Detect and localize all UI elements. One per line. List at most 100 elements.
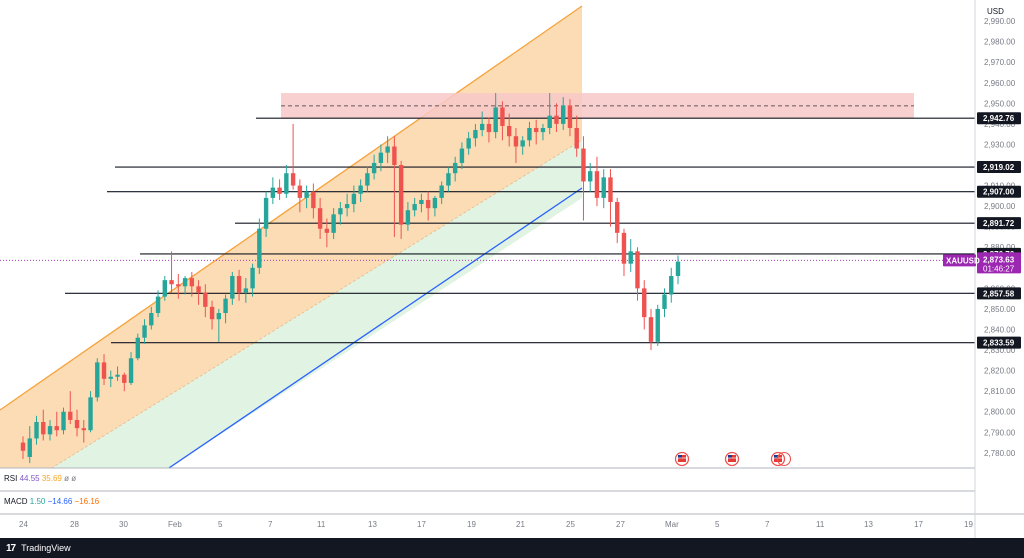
- candle-body: [88, 397, 93, 431]
- candle-body: [358, 185, 363, 194]
- time-tick-label: 5: [715, 520, 720, 529]
- candle: [648, 308, 654, 351]
- candle-body: [101, 362, 107, 379]
- us-flag-icon: [674, 451, 690, 467]
- candle-body: [452, 162, 458, 174]
- candle-body: [432, 197, 438, 209]
- brand-name[interactable]: TradingView: [21, 543, 71, 553]
- candle: [540, 123, 546, 141]
- candle-body: [621, 232, 627, 264]
- candle: [621, 228, 627, 277]
- time-tick-label: 25: [566, 520, 575, 529]
- candle: [54, 411, 59, 437]
- candle: [297, 179, 303, 213]
- candle-body: [466, 138, 471, 149]
- candle: [533, 119, 539, 145]
- candle: [500, 101, 505, 141]
- candle-body: [223, 298, 228, 314]
- tradingview-logo-icon[interactable]: 17: [6, 542, 16, 554]
- candle-body: [135, 337, 140, 359]
- candle: [669, 267, 674, 303]
- candle-body: [574, 127, 579, 149]
- candle: [378, 144, 384, 172]
- countdown-text: 01:46:27: [983, 264, 1015, 273]
- candle-body: [230, 276, 235, 299]
- level-label-box: [977, 185, 1021, 198]
- price-tick-label: 2,930.00: [984, 140, 1016, 149]
- candle: [317, 197, 323, 240]
- time-tick-label: Mar: [665, 520, 679, 529]
- rsi-value: 44.55: [19, 474, 40, 483]
- us-flag-icon: [724, 451, 740, 467]
- candle: [284, 165, 289, 198]
- candle: [74, 409, 80, 437]
- candle: [257, 218, 262, 274]
- level-label-text: 2,907.00: [983, 188, 1015, 197]
- candle: [27, 426, 32, 464]
- symbol-tag: XAUUSD: [943, 254, 980, 267]
- candle: [169, 251, 174, 293]
- candle: [189, 271, 195, 297]
- candle: [358, 179, 363, 203]
- candle: [34, 415, 39, 445]
- candle: [513, 127, 519, 163]
- candle-body: [81, 428, 86, 431]
- level-label-text: 2,919.02: [983, 163, 1015, 172]
- level-label-text: 2,857.58: [983, 289, 1015, 298]
- candle-body: [317, 208, 323, 229]
- candle-body: [594, 171, 600, 198]
- candle: [655, 304, 660, 346]
- candle-body: [209, 306, 215, 320]
- candle: [608, 169, 613, 227]
- candle-body: [500, 107, 505, 126]
- price-tick-label: 2,830.00: [984, 346, 1016, 355]
- candle: [115, 366, 120, 381]
- price-tick-label: 2,820.00: [984, 367, 1016, 376]
- price-tick-label: 2,940.00: [984, 120, 1016, 129]
- macd-legend[interactable]: MACD 1.50 −14.66 −16.16: [4, 497, 99, 506]
- candle-body: [601, 177, 606, 198]
- candle-body: [662, 294, 667, 309]
- candle: [142, 319, 147, 344]
- candle: [405, 202, 411, 231]
- candle-body: [250, 267, 255, 289]
- candle: [277, 179, 282, 200]
- candle: [547, 93, 552, 135]
- candle: [628, 239, 633, 272]
- current-price-text: 2,873.63: [983, 255, 1015, 264]
- candle: [41, 409, 46, 441]
- candle-body: [297, 185, 303, 198]
- candle: [466, 132, 471, 155]
- candle-body: [588, 171, 593, 182]
- candle-body: [324, 228, 330, 233]
- candle: [88, 391, 93, 433]
- level-price-label: 2,891.72: [977, 217, 1021, 230]
- channel-mid-line: [50, 139, 583, 468]
- price-tick-label: 2,850.00: [984, 305, 1016, 314]
- candle: [250, 263, 255, 297]
- candle-body: [311, 191, 316, 209]
- time-tick-label: 17: [417, 520, 426, 529]
- candle-body: [527, 127, 532, 141]
- candle-body: [169, 280, 174, 285]
- candle: [47, 419, 53, 441]
- candle-body: [655, 308, 660, 342]
- candle: [351, 185, 357, 213]
- candle: [135, 333, 140, 361]
- candle-body: [398, 165, 404, 225]
- flag-canton: [728, 455, 732, 459]
- candle-body: [561, 105, 566, 124]
- price-tick-label: 2,950.00: [984, 99, 1016, 108]
- rsi-legend[interactable]: RSI 44.55 35.69 ø ø: [4, 474, 76, 483]
- candle: [446, 167, 451, 192]
- candle-body: [547, 115, 552, 128]
- candle: [223, 294, 228, 324]
- candle: [263, 191, 269, 237]
- candle: [588, 162, 593, 192]
- candle: [290, 123, 296, 190]
- level-label-text: 2,891.72: [983, 219, 1015, 228]
- flag-ring-stacked: [776, 451, 792, 467]
- candle-body: [189, 278, 195, 287]
